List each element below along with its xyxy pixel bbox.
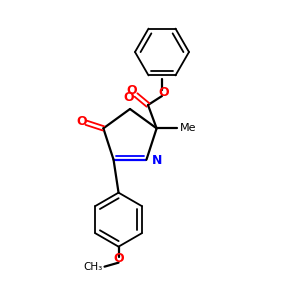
Text: CH₃: CH₃ bbox=[83, 262, 103, 272]
Text: Me: Me bbox=[180, 123, 196, 133]
Text: O: O bbox=[113, 252, 124, 265]
Text: O: O bbox=[124, 91, 134, 104]
Text: O: O bbox=[76, 115, 87, 128]
Text: O: O bbox=[159, 85, 169, 98]
Text: O: O bbox=[127, 85, 137, 98]
Text: N: N bbox=[152, 154, 162, 167]
